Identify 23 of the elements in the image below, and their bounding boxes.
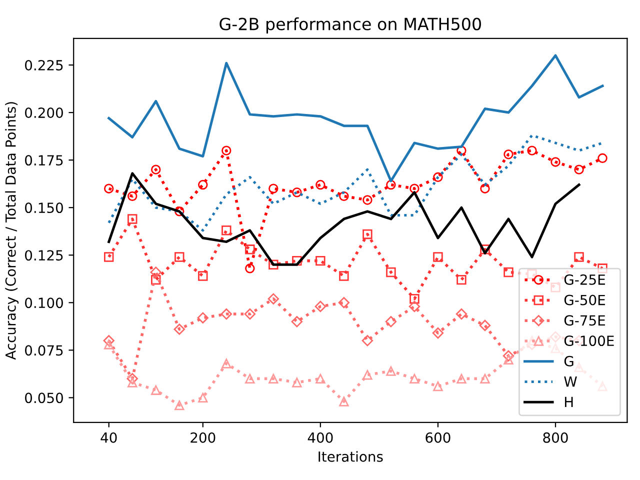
legend-label: G-25E <box>564 274 605 285</box>
chart-title: G-2B performance on MATH500 <box>220 17 481 34</box>
x-tick-label: 200 <box>190 432 216 443</box>
x-axis-title: Iterations <box>318 451 383 462</box>
y-axis-title: Accuracy (Correct / Total Data Points) <box>5 102 19 360</box>
legend-label: G-50E <box>564 294 605 306</box>
x-tick-label: 600 <box>426 432 450 443</box>
legend-label: G-75E <box>564 315 605 326</box>
y-tick-label: 0.100 <box>25 298 63 308</box>
y-tick-label: 0.050 <box>25 392 63 404</box>
legend-label: W <box>564 376 577 387</box>
y-tick-label: 0.175 <box>25 155 63 166</box>
y-tick-label: 0.125 <box>25 250 63 261</box>
x-tick-label: 40 <box>100 432 117 443</box>
x-tick-label: 400 <box>308 432 333 443</box>
legend-label: H <box>565 396 573 408</box>
legend-label: G-100E <box>564 336 614 346</box>
legend-label: G <box>564 356 574 366</box>
y-tick-label: 0.075 <box>25 345 63 356</box>
x-tick-label: 800 <box>543 432 568 443</box>
y-tick-label: 0.200 <box>25 108 63 118</box>
y-tick-label: 0.225 <box>25 60 63 70</box>
y-tick-label: 0.150 <box>25 202 63 214</box>
